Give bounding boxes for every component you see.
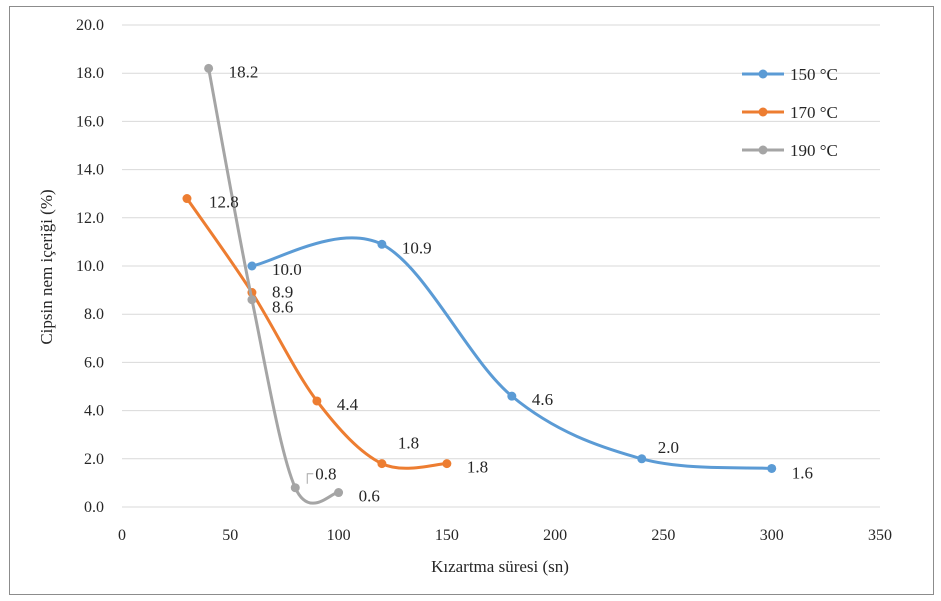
chart-frame	[9, 6, 934, 595]
data-label: 4.4	[337, 395, 359, 414]
y-tick-label: 10.0	[76, 258, 104, 275]
data-label: 10.9	[402, 238, 432, 257]
data-point	[637, 454, 647, 464]
legend-marker	[758, 145, 768, 155]
data-point	[334, 488, 344, 498]
data-label: 0.6	[359, 487, 380, 506]
y-tick-label: 14.0	[76, 162, 104, 179]
data-label: 1.6	[792, 463, 813, 482]
series-line	[250, 236, 774, 470]
series-line	[207, 66, 341, 505]
axes: 0.0 2.0 4.0 6.0 8.0 10.0 12.0 14.0 16.0 18.0 20.0 0…	[76, 17, 892, 544]
y-tick-label: 16.0	[76, 113, 104, 130]
data-point	[204, 63, 214, 73]
x-tick-label: 150	[435, 527, 459, 544]
y-tick-label: 4.0	[84, 403, 104, 420]
x-tick-label: 300	[760, 527, 784, 544]
data-label: 8.9	[272, 283, 293, 302]
data-point	[377, 239, 387, 249]
legend-label: 170 °C	[790, 103, 838, 122]
data-point	[290, 483, 300, 493]
x-tick-label: 200	[543, 527, 567, 544]
data-point	[247, 295, 257, 305]
data-point	[442, 459, 452, 469]
legend-marker	[758, 107, 768, 117]
x-tick-label: 100	[327, 527, 351, 544]
x-tick-label: 0	[118, 527, 126, 544]
x-tick-label: 250	[651, 527, 675, 544]
label-leader-line	[306, 473, 314, 484]
data-label: 1.8	[398, 434, 419, 453]
legend-marker	[758, 69, 768, 79]
data-point	[182, 194, 192, 204]
data-label: 10.0	[272, 260, 302, 279]
x-tick-label: 50	[222, 527, 238, 544]
data-label: 18.2	[229, 62, 259, 81]
data-point	[312, 396, 322, 406]
legend: 150 °C 170 °C 190 °C	[742, 65, 838, 160]
y-tick-label: 0.0	[84, 499, 104, 516]
data-point	[247, 261, 257, 271]
series-line	[185, 197, 449, 470]
data-label: 0.8	[315, 465, 336, 484]
data-label: 12.8	[209, 193, 239, 212]
data-label: 2.0	[658, 438, 679, 457]
y-tick-label: 8.0	[84, 306, 104, 323]
y-tick-label: 2.0	[84, 451, 104, 468]
y-tick-label: 20.0	[76, 17, 104, 34]
x-tick-label: 350	[868, 527, 892, 544]
data-labels: 10.0 10.9 4.6 2.0 1.6 12.8 8.9 4.4 1.8 1.8 18.2 8.6…	[209, 62, 813, 505]
y-tick-label: 18.0	[76, 65, 104, 82]
series-lines	[182, 63, 777, 505]
data-point	[377, 459, 387, 469]
y-tick-label: 6.0	[84, 354, 104, 371]
data-label: 1.8	[467, 458, 488, 477]
data-label: 8.6	[272, 298, 293, 317]
data-point	[767, 463, 777, 473]
x-axis-title: Kızartma süresi (sn)	[431, 557, 569, 576]
legend-label: 190 °C	[790, 141, 838, 160]
data-label: 4.6	[532, 390, 553, 409]
gridlines	[122, 24, 880, 508]
y-axis-title: Cipsin nem içeriği (%)	[37, 189, 56, 344]
legend-label: 150 °C	[790, 65, 838, 84]
y-tick-label: 12.0	[76, 210, 104, 227]
data-point	[507, 391, 517, 401]
